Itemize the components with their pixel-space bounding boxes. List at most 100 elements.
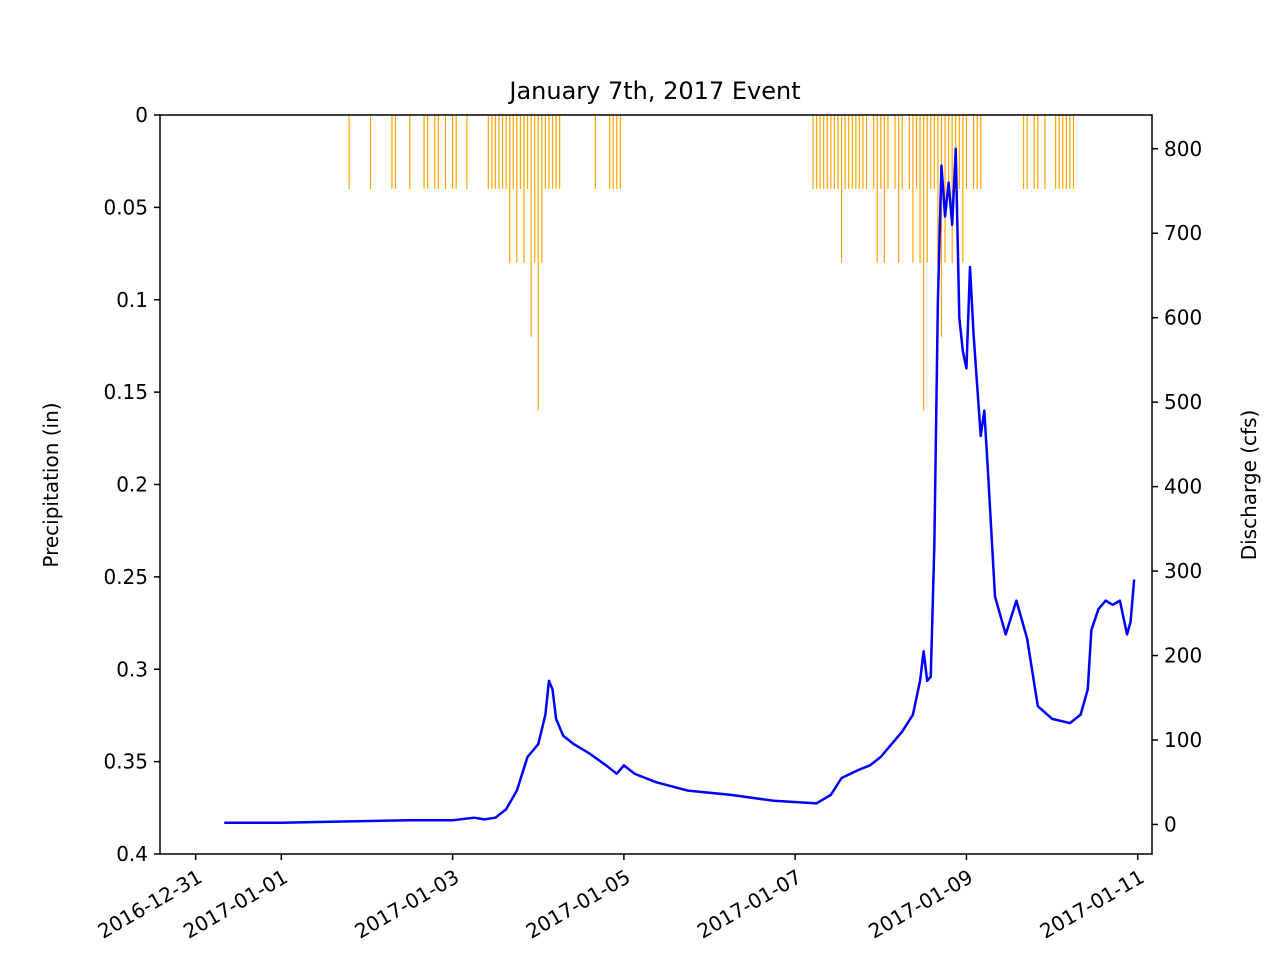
- y-right-tick-label: 400: [1164, 475, 1202, 499]
- y-right-tick-label: 700: [1164, 221, 1202, 245]
- precipitation-bar-30: [548, 115, 550, 189]
- precipitation-bar-23: [523, 115, 525, 263]
- precipitation-bar-5: [423, 115, 425, 189]
- y-left-tick-label: 0.25: [103, 565, 148, 589]
- precipitation-bar-54: [865, 115, 868, 189]
- precipitation-bar-35: [609, 115, 611, 189]
- y-right-tick-label: 500: [1164, 390, 1202, 414]
- precipitation-bar-58: [883, 115, 885, 263]
- precipitation-bar-7: [434, 115, 436, 189]
- precipitation-bar-82: [980, 115, 982, 189]
- precipitation-bar-29: [544, 115, 546, 189]
- y-right-tick-label: 100: [1164, 728, 1202, 752]
- precipitation-bar-42: [823, 115, 825, 189]
- y-right-tick-label: 300: [1164, 559, 1202, 583]
- precipitation-bar-11: [455, 115, 457, 189]
- precipitation-bar-25: [530, 115, 532, 337]
- precipitation-bar-92: [1069, 115, 1071, 189]
- precipitation-bar-4: [409, 115, 411, 189]
- precipitation-bar-80: [972, 115, 975, 189]
- precipitation-bar-46: [837, 115, 839, 189]
- y-left-tick-label: 0.3: [116, 657, 148, 681]
- precipitation-bar-13: [487, 115, 489, 189]
- precipitation-bar-68: [926, 115, 928, 263]
- precipitation-bar-22: [519, 115, 521, 189]
- precipitation-bar-81: [976, 115, 978, 189]
- y-axis-left-label: Precipitation (in): [39, 402, 63, 567]
- precipitation-bar-79: [965, 115, 968, 189]
- precipitation-bar-20: [512, 115, 514, 189]
- precipitation-bar-36: [612, 115, 614, 189]
- precipitation-bar-57: [880, 115, 882, 189]
- precipitation-bar-18: [505, 115, 507, 189]
- precipitation-bar-55: [873, 115, 875, 189]
- precipitation-bar-73: [944, 115, 946, 263]
- chart-title: January 7th, 2017 Event: [507, 77, 800, 105]
- precipitation-bar-84: [1026, 115, 1028, 189]
- precipitation-bar-0: [348, 115, 350, 189]
- precipitation-bar-50: [851, 115, 853, 189]
- precipitation-bar-60: [894, 115, 896, 189]
- precipitation-bar-21: [516, 115, 518, 263]
- precipitation-bar-37: [616, 115, 618, 189]
- y-left-tick-label: 0.2: [116, 473, 148, 497]
- discharge-line: [224, 147, 1136, 824]
- precipitation-bar-48: [844, 115, 846, 189]
- precipitation-bar-63: [908, 115, 910, 189]
- precipitation-bar-71: [937, 115, 939, 263]
- precipitation-bar-70: [933, 115, 935, 189]
- precipitation-bar-32: [555, 115, 557, 189]
- y-left-tick-label: 0.1: [116, 288, 148, 312]
- precipitation-bar-91: [1065, 115, 1067, 189]
- precipitation-bar-16: [498, 115, 500, 189]
- precipitation-bar-78: [962, 115, 964, 263]
- precipitation-bar-40: [815, 115, 818, 189]
- precipitation-bar-93: [1072, 115, 1075, 189]
- y-axis-left-ticks: 0 0.05 0.1 0.15 0.2 0.25 0.3 0.35 0.4: [103, 103, 160, 866]
- y-axis-right-label: Discharge (cfs): [1237, 410, 1261, 561]
- y-right-tick-label: 600: [1164, 306, 1202, 330]
- precipitation-bar-39: [812, 115, 814, 189]
- precipitation-bar-75: [951, 115, 953, 263]
- precipitation-bar-52: [858, 115, 860, 189]
- precipitation-bar-27: [537, 115, 539, 411]
- precipitation-bar-15: [494, 115, 497, 189]
- precipitation-bar-45: [833, 115, 836, 189]
- y-axis-right-ticks: 0 100 200 300 400 500 600 700 800: [1152, 137, 1202, 836]
- precipitation-bar-17: [501, 115, 504, 189]
- precipitation-bar-83: [1022, 115, 1025, 189]
- precipitation-bar-65: [915, 115, 918, 189]
- precipitation-bar-69: [930, 115, 932, 189]
- precipitation-bar-64: [912, 115, 914, 263]
- precipitation-bar-12: [466, 115, 468, 189]
- precipitation-bar-86: [1037, 115, 1039, 189]
- precipitation-bar-38: [619, 115, 621, 189]
- precipitation-bar-26: [534, 115, 536, 263]
- precipitation-bar-14: [491, 115, 493, 189]
- precipitation-bar-59: [887, 115, 889, 189]
- y-left-tick-label: 0.05: [103, 195, 148, 219]
- precipitation-bar-62: [901, 115, 903, 189]
- y-left-tick-label: 0: [135, 103, 148, 127]
- y-right-tick-label: 0: [1164, 812, 1177, 836]
- precipitation-bar-90: [1062, 115, 1064, 189]
- precipitation-bar-77: [958, 115, 960, 189]
- precipitation-bar-19: [509, 115, 511, 263]
- precipitation-bar-8: [437, 115, 439, 189]
- precipitation-bar-74: [948, 115, 950, 189]
- precipitation-bar-51: [855, 115, 857, 189]
- precipitation-bar-89: [1058, 115, 1060, 189]
- precipitation-bar-3: [394, 115, 397, 189]
- discharge-series: [224, 147, 1136, 824]
- precipitation-bar-85: [1033, 115, 1035, 189]
- plot-frame: [159, 114, 1153, 855]
- precipitation-bar-66: [919, 115, 921, 263]
- precipitation-bar-2: [391, 115, 393, 189]
- precipitation-bar-44: [830, 115, 832, 189]
- precipitation-bar-34: [594, 115, 596, 189]
- precipitation-bar-28: [541, 115, 543, 263]
- precipitation-bar-33: [559, 115, 561, 189]
- precipitation-bar-61: [898, 115, 900, 263]
- precipitation-bar-49: [848, 115, 850, 189]
